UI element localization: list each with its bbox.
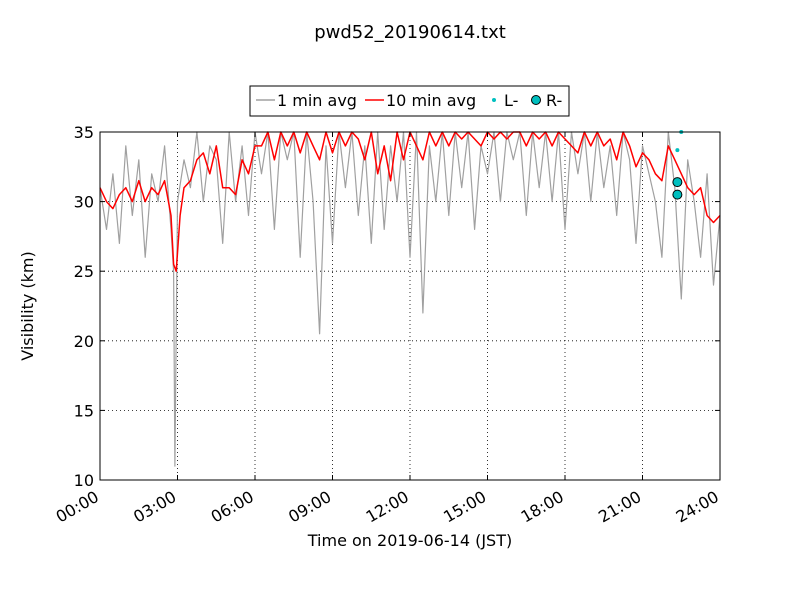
x-axis-label: Time on 2019-06-14 (JST) [307, 531, 512, 550]
grid-lines [100, 132, 720, 480]
legend-label-R: R- [546, 91, 562, 110]
legend: 1 min avg 10 min avg L- R- [249, 85, 570, 117]
legend-label-10min: 10 min avg [386, 91, 476, 110]
y-tick-label: 15 [74, 401, 94, 420]
chart-title: pwd52_20190614.txt [314, 22, 506, 43]
y-tick-label: 30 [74, 193, 94, 212]
series-point-r [672, 189, 683, 200]
y-tick-label: 35 [74, 123, 94, 142]
y-axis-label: Visibility (km) [18, 251, 37, 360]
y-tick-label: 10 [74, 471, 94, 490]
legend-label-L: L- [504, 91, 518, 110]
series-point-l [675, 148, 680, 153]
y-tick-label: 20 [74, 332, 94, 351]
data-layer [99, 130, 721, 467]
series-line-10-min-avg [99, 131, 721, 272]
plot-frame [99, 131, 721, 481]
legend-label-1min: 1 min avg [277, 91, 357, 110]
legend-swatch-R [531, 95, 541, 105]
y-tick-label: 25 [74, 262, 94, 281]
legend-box [249, 85, 570, 117]
legend-swatch-L [492, 98, 496, 102]
series-point-r [672, 177, 683, 188]
